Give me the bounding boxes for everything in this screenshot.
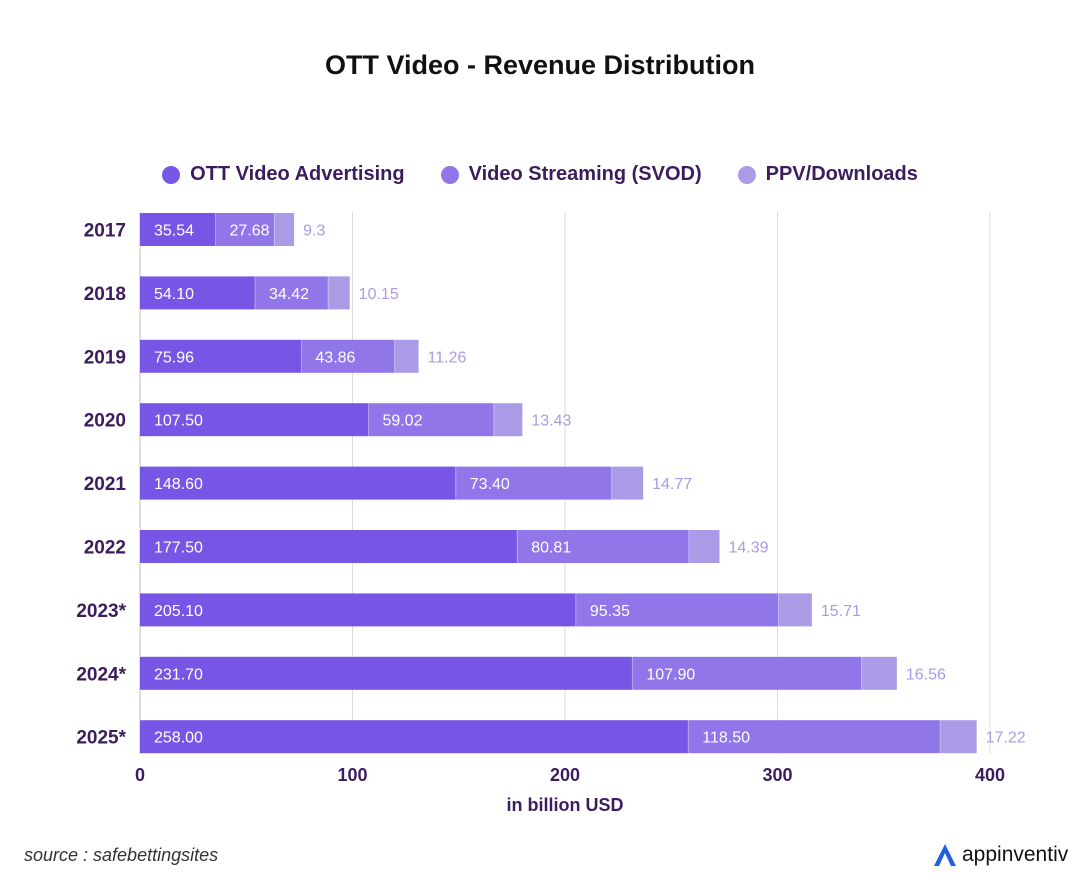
bar-segment	[274, 213, 295, 246]
category-label: 2024*	[76, 664, 126, 685]
category-label: 2022	[84, 538, 126, 559]
category-label: 2021	[84, 474, 127, 495]
bar-segment	[575, 593, 779, 627]
category-label: 2025*	[76, 728, 126, 749]
bar-segment	[778, 593, 812, 627]
bar-segment	[455, 466, 612, 500]
bar-segment	[688, 530, 720, 563]
bar-segment	[328, 276, 350, 310]
data-label: 10.15	[359, 286, 399, 303]
bar-segment	[517, 530, 689, 563]
brand-logo: appinventiv	[932, 842, 1068, 868]
chart-title: OTT Video - Revenue Distribution	[324, 50, 756, 80]
bar-segment	[368, 403, 494, 437]
bar-segment	[215, 213, 275, 246]
data-label: 16.56	[906, 666, 946, 683]
bar-segment	[688, 720, 941, 754]
data-label: 148.60	[154, 476, 203, 493]
bar-segment	[301, 339, 395, 373]
data-label: 15.71	[821, 603, 861, 620]
data-label: 231.70	[154, 666, 203, 683]
legend-label-streaming: Video Streaming (SVOD)	[468, 163, 702, 185]
data-label: 80.81	[531, 540, 571, 557]
data-label: 14.39	[728, 540, 768, 557]
data-label: 59.02	[382, 413, 422, 430]
legend-item-advertising: OTT Video Advertising	[162, 163, 405, 186]
data-label: 9.3	[303, 223, 325, 240]
x-tick-label: 400	[975, 765, 1005, 785]
data-label: 17.22	[986, 730, 1026, 747]
data-label: 35.54	[154, 223, 194, 240]
bar-segment	[140, 466, 456, 500]
chart-legend: OTT Video Advertising Video Streaming (S…	[0, 163, 1080, 186]
bar-segment	[940, 720, 977, 754]
data-label: 95.35	[590, 603, 630, 620]
data-label: 258.00	[154, 730, 203, 747]
legend-swatch-advertising	[162, 165, 181, 184]
bar-segment	[140, 339, 302, 373]
x-tick-label: 300	[762, 765, 792, 785]
bar-segment	[611, 466, 644, 500]
data-label: 177.50	[154, 540, 203, 557]
legend-label-ppv: PPV/Downloads	[765, 163, 918, 185]
bar-segment	[140, 720, 689, 754]
legend-label-advertising: OTT Video Advertising	[190, 163, 405, 185]
bar-segment	[632, 656, 862, 690]
x-tick-label: 200	[550, 765, 580, 785]
data-label: 13.43	[531, 413, 571, 430]
legend-item-streaming: Video Streaming (SVOD)	[440, 163, 702, 186]
source-note: source : safebettingsites	[24, 845, 219, 865]
data-label: 34.42	[269, 286, 309, 303]
bar-segment	[394, 339, 419, 373]
category-label: 2018	[84, 284, 126, 305]
legend-swatch-streaming	[440, 165, 459, 184]
x-tick-label: 100	[337, 765, 367, 785]
data-label: 54.10	[154, 286, 194, 303]
data-label: 75.96	[154, 349, 194, 366]
bar-segment	[140, 656, 633, 690]
appinventiv-logo-icon	[934, 844, 956, 866]
data-label: 107.90	[646, 666, 695, 683]
category-label: 2020	[84, 411, 126, 432]
legend-swatch-ppv	[737, 165, 756, 184]
category-label: 2023*	[76, 601, 126, 622]
bar-segment	[254, 276, 329, 310]
bar-segment	[140, 593, 576, 627]
bar-segment	[861, 656, 897, 690]
x-axis-title: in billion USD	[507, 795, 624, 815]
data-label: 27.68	[230, 223, 270, 240]
data-label: 73.40	[470, 476, 510, 493]
data-label: 118.50	[702, 730, 750, 747]
category-label: 2019	[84, 347, 126, 368]
bar-segment	[493, 403, 523, 437]
legend-item-ppv: PPV/Downloads	[737, 163, 918, 186]
brand-name: appinventiv	[962, 843, 1069, 866]
data-label: 205.10	[154, 603, 203, 620]
category-label: 2017	[84, 221, 126, 242]
data-label: 43.86	[315, 349, 355, 366]
bar-segment	[140, 530, 518, 563]
data-label: 14.77	[652, 476, 692, 493]
data-label: 11.26	[428, 349, 467, 366]
data-label: 107.50	[154, 413, 203, 430]
bar-segment	[140, 213, 216, 246]
x-tick-label: 0	[135, 765, 145, 785]
bar-segment	[140, 276, 255, 310]
bar-segment	[140, 403, 369, 437]
